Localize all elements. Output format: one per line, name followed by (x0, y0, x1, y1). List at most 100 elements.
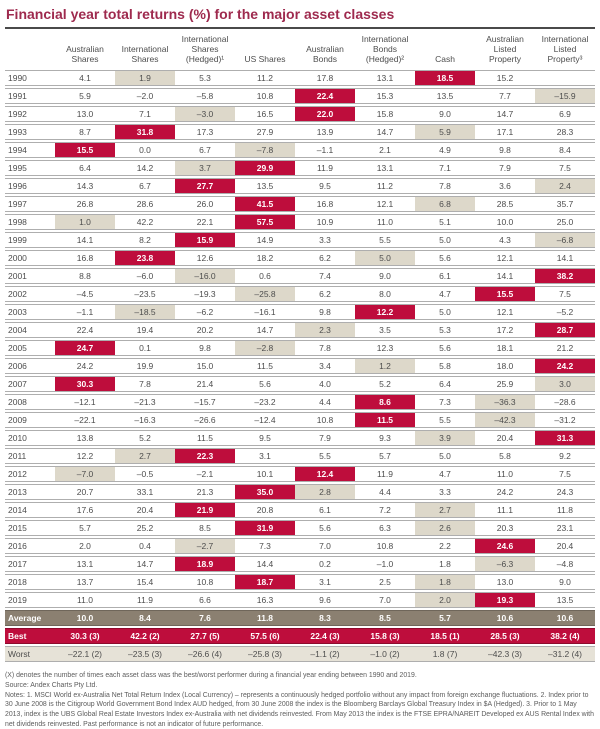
best-row-value: 42.2 (2) (115, 628, 175, 645)
year-label: 2005 (5, 340, 55, 357)
value-cell: 10.1 (235, 466, 295, 483)
value-cell: –12.4 (235, 412, 295, 429)
table-row: 1997 26.8 28.6 26.0 41.5 16.8 12.1 6.8 28.5 35.7 (5, 196, 595, 213)
value-cell: –4.8 (535, 556, 595, 573)
worst-value-cell: 5.0 (355, 250, 415, 267)
value-cell: –6.2 (175, 304, 235, 321)
value-cell: 5.7 (355, 448, 415, 465)
value-cell: –6.0 (115, 268, 175, 285)
value-cell: 3.1 (235, 448, 295, 465)
best-value-cell: 28.7 (535, 322, 595, 339)
value-cell: 5.3 (175, 70, 235, 87)
value-cell: –23.5 (115, 286, 175, 303)
column-header-5: Australian Bonds (306, 43, 344, 64)
worst-row: Worst –22.1 (2) –23.5 (3) –26.6 (4) –25.8 (3… (5, 646, 595, 663)
best-value-cell: 19.3 (475, 592, 535, 609)
value-cell: 28.6 (115, 196, 175, 213)
value-cell: 33.1 (115, 484, 175, 501)
footnote-denotes: (X) denotes the number of times each ass… (5, 672, 417, 680)
value-cell: 12.2 (55, 448, 115, 465)
value-cell: 17.6 (55, 502, 115, 519)
value-cell: 10.8 (175, 574, 235, 591)
year-label: 2001 (5, 268, 55, 285)
worst-value-cell: –25.8 (235, 286, 295, 303)
year-label: 2016 (5, 538, 55, 555)
value-cell: 5.5 (295, 448, 355, 465)
value-cell: –12.1 (55, 394, 115, 411)
value-cell: 0.6 (235, 268, 295, 285)
value-cell: 0.0 (115, 142, 175, 159)
best-row-value: 28.5 (3) (475, 628, 535, 645)
value-cell: 19.9 (115, 358, 175, 375)
value-cell: 5.6 (295, 520, 355, 537)
value-cell: 2.0 (55, 538, 115, 555)
value-cell (535, 70, 595, 87)
worst-value-cell: 3.0 (535, 376, 595, 393)
value-cell: 13.5 (535, 592, 595, 609)
value-cell: –19.3 (175, 286, 235, 303)
value-cell: 13.0 (55, 106, 115, 123)
average-row-value: 8.3 (295, 610, 355, 627)
table-row: 2005 24.7 0.1 9.8 –2.8 7.8 12.3 5.6 18.1 21.2 (5, 340, 595, 357)
best-value-cell: 22.0 (295, 106, 355, 123)
average-row-value: 5.7 (415, 610, 475, 627)
value-cell: 11.5 (175, 430, 235, 447)
table-row: 2010 13.8 5.2 11.5 9.5 7.9 9.3 3.9 20.4 31.3 (5, 430, 595, 447)
value-cell: 3.3 (295, 232, 355, 249)
worst-row-value: –42.3 (3) (475, 646, 535, 663)
worst-row-value: –23.5 (3) (115, 646, 175, 663)
value-cell: 7.5 (535, 160, 595, 177)
value-cell: 28.3 (535, 124, 595, 141)
year-label: 1994 (5, 142, 55, 159)
average-row-value: 10.6 (535, 610, 595, 627)
value-cell: 8.8 (55, 268, 115, 285)
value-cell: 4.0 (295, 376, 355, 393)
average-row-value: 11.8 (235, 610, 295, 627)
value-cell: –2.1 (175, 466, 235, 483)
value-cell: 10.0 (475, 214, 535, 231)
value-cell: 12.3 (355, 340, 415, 357)
value-cell: –0.5 (115, 466, 175, 483)
value-cell: 16.3 (235, 592, 295, 609)
worst-value-cell: 5.9 (415, 124, 475, 141)
worst-value-cell: 2.7 (115, 448, 175, 465)
table-row: 2000 16.8 23.8 12.6 18.2 6.2 5.0 5.6 12.1 14.1 (5, 250, 595, 267)
year-label: 2011 (5, 448, 55, 465)
value-cell: 5.9 (55, 88, 115, 105)
best-row-label: Best (5, 628, 55, 645)
table-row: 2019 11.0 11.9 6.6 16.3 9.6 7.0 2.0 19.3 13.5 (5, 592, 595, 609)
table-row: 2018 13.7 15.4 10.8 18.7 3.1 2.5 1.8 13.0 9.0 (5, 574, 595, 591)
value-cell: 8.7 (55, 124, 115, 141)
value-cell: –5.2 (535, 304, 595, 321)
value-cell: 5.0 (415, 448, 475, 465)
table-row: 1993 8.7 31.8 17.3 27.9 13.9 14.7 5.9 17.1 28.3 (5, 124, 595, 141)
value-cell: 10.8 (295, 412, 355, 429)
value-cell: 11.0 (355, 214, 415, 231)
year-label: 2014 (5, 502, 55, 519)
year-label: 2000 (5, 250, 55, 267)
column-header-3: International Shares (Hedged)¹ (181, 34, 229, 64)
value-cell: 4.7 (415, 286, 475, 303)
value-cell: 5.7 (55, 520, 115, 537)
worst-value-cell: –6.3 (475, 556, 535, 573)
worst-value-cell: –36.3 (475, 394, 535, 411)
average-row-value: 8.4 (115, 610, 175, 627)
best-value-cell: 24.2 (535, 358, 595, 375)
year-label: 1998 (5, 214, 55, 231)
value-cell: 18.2 (235, 250, 295, 267)
table-row: 1992 13.0 7.1 –3.0 16.5 22.0 15.8 9.0 14.7 6.9 (5, 106, 595, 123)
value-cell: 4.1 (55, 70, 115, 87)
best-row-value: 27.7 (5) (175, 628, 235, 645)
worst-value-cell: –7.0 (55, 466, 115, 483)
table-row: 2004 22.4 19.4 20.2 14.7 2.3 3.5 5.3 17.2 28.7 (5, 322, 595, 339)
value-cell: 9.0 (535, 574, 595, 591)
worst-value-cell: 2.4 (535, 178, 595, 195)
value-cell: 26.0 (175, 196, 235, 213)
value-cell: 5.0 (415, 304, 475, 321)
value-cell: 3.3 (415, 484, 475, 501)
year-label: 2008 (5, 394, 55, 411)
year-label: 2007 (5, 376, 55, 393)
value-cell: 3.5 (355, 322, 415, 339)
best-value-cell: 24.7 (55, 340, 115, 357)
value-cell: 6.7 (175, 142, 235, 159)
